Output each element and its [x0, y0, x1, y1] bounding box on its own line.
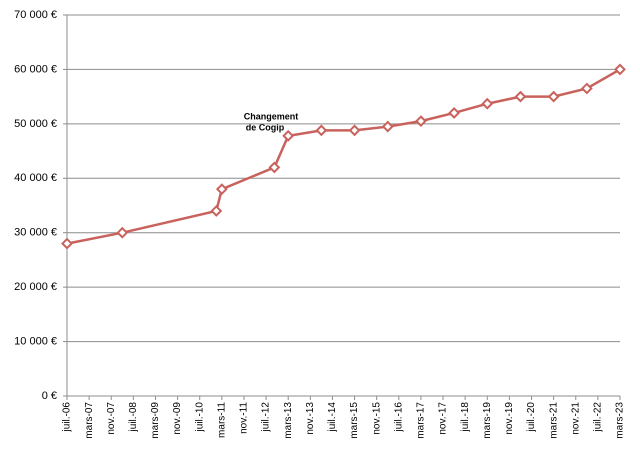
marker	[348, 124, 361, 137]
x-tick-label: mars-21	[548, 402, 559, 439]
marker	[315, 124, 328, 137]
x-tick-label: juil.-18	[460, 402, 471, 433]
x-tick-label: juil.-08	[128, 402, 139, 433]
marker	[116, 226, 129, 239]
marker	[381, 120, 394, 133]
marker	[61, 237, 73, 250]
x-tick-label: mars-11	[216, 402, 227, 438]
y-tick-label: 70 000 €	[14, 9, 57, 21]
x-tick-label: mars-19	[482, 402, 493, 439]
marker	[547, 90, 560, 103]
marker	[614, 63, 626, 76]
y-tick-label: 10 000 €	[14, 335, 57, 347]
annotation: de Cogip	[246, 122, 285, 132]
x-tick-label: nov.-19	[504, 402, 515, 435]
marker	[282, 129, 295, 142]
x-tick-label: mars-09	[150, 402, 161, 439]
y-tick-label: 60 000 €	[14, 63, 57, 75]
x-tick-label: juil.-10	[194, 402, 205, 433]
marker	[514, 90, 527, 103]
x-tick-label: nov.-21	[570, 402, 581, 435]
x-tick-label: nov.-17	[438, 402, 449, 435]
x-tick-label: juil.-06	[62, 402, 73, 433]
marker	[210, 205, 223, 217]
x-tick-label: juil.-20	[526, 402, 537, 433]
y-tick-label: 20 000 €	[14, 281, 57, 293]
marker	[215, 183, 228, 196]
y-tick-label: 50 000 €	[14, 118, 57, 130]
x-tick-label: nov.-15	[371, 402, 382, 435]
line	[66, 68, 621, 245]
x-tick-label: mars-13	[283, 402, 294, 439]
x-tick-label: mars-23	[615, 402, 626, 439]
x-tick-label: nov.-11	[239, 402, 250, 434]
y-tick-label: 0 €	[42, 390, 57, 402]
x-tick-label: juil.-14	[327, 402, 338, 433]
marker	[580, 82, 593, 95]
x-tick-label: juil.-22	[593, 402, 604, 433]
x-tick-label: juil.-12	[261, 402, 272, 433]
x-tick-label: mars-07	[84, 402, 95, 439]
y-tick-label: 30 000 €	[14, 227, 57, 239]
x-tick-label: mars-15	[349, 402, 360, 439]
marker	[415, 115, 427, 128]
y-tick-label: 40 000 €	[14, 172, 57, 184]
x-tick-label: mars-17	[416, 402, 427, 439]
x-tick-label: juil.-16	[393, 402, 404, 433]
marker	[448, 107, 461, 119]
x-tick-label: nov.-07	[106, 402, 117, 435]
x-tick-label: nov.-13	[305, 402, 316, 435]
marker	[268, 161, 281, 174]
marker	[481, 97, 494, 110]
x-tick-label: nov.-09	[172, 402, 183, 435]
annotation: Changement	[244, 111, 299, 121]
